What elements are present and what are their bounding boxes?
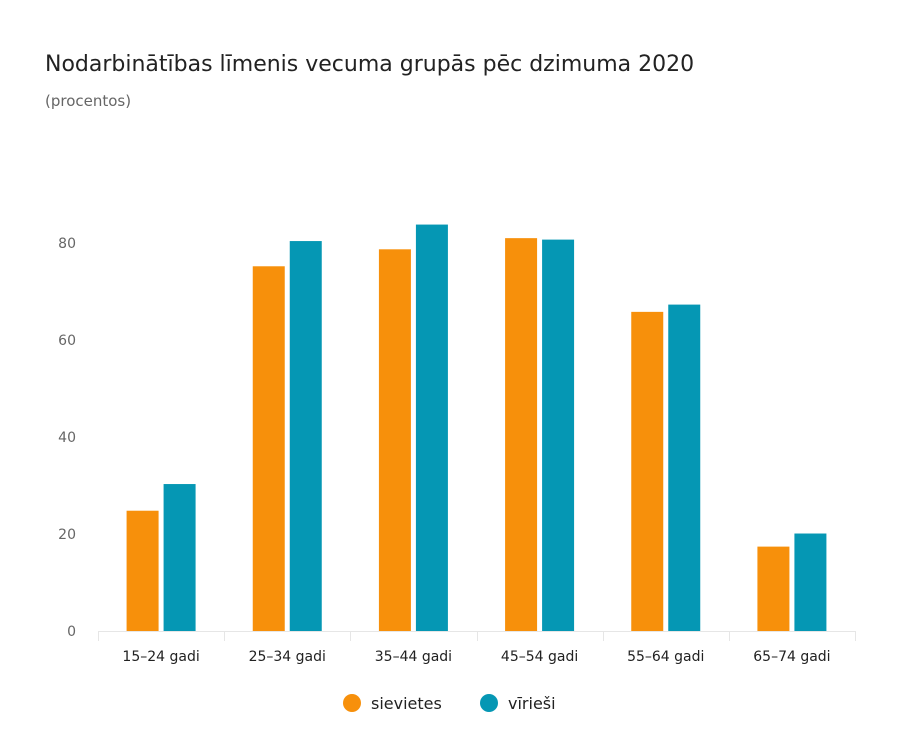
bar-sievietes-5[interactable] xyxy=(631,311,664,631)
bar-vīrieši-1[interactable] xyxy=(163,484,196,631)
bar-vīrieši-3[interactable] xyxy=(415,224,448,631)
legend[interactable]: sievietes vīrieši xyxy=(343,694,556,713)
x-tick-label: 25–34 gadi xyxy=(249,649,326,665)
x-tick-label: 35–44 gadi xyxy=(375,649,452,665)
y-tick-label: 80 xyxy=(58,236,76,252)
x-axis: 15–24 gadi 25–34 gadi 35–44 gadi 45–54 gadi… xyxy=(98,631,856,665)
chart-title: Nodarbinātības līmenis vecuma grupās pēc… xyxy=(45,52,695,77)
bar-sievietes-4[interactable] xyxy=(505,238,538,631)
bar-sievietes-2[interactable] xyxy=(252,266,285,631)
bar-vīrieši-2[interactable] xyxy=(289,241,322,631)
y-tick-label: 40 xyxy=(58,430,76,446)
y-axis: 0 20 40 60 80 xyxy=(58,236,76,640)
bar-vīrieši-6[interactable] xyxy=(794,533,827,631)
bar-vīrieši-4[interactable] xyxy=(542,239,575,632)
legend-item-vīrieši[interactable]: vīrieši xyxy=(480,694,556,713)
legend-item-sievietes[interactable]: sievietes xyxy=(343,694,442,713)
bars-group xyxy=(126,224,827,632)
bar-vīrieši-5[interactable] xyxy=(668,304,701,631)
legend-label: vīrieši xyxy=(508,694,556,713)
bar-sievietes-1[interactable] xyxy=(126,510,159,631)
bar-sievietes-3[interactable] xyxy=(378,249,411,631)
legend-marker xyxy=(343,694,361,712)
y-tick-label: 0 xyxy=(67,624,76,640)
x-tick-label: 55–64 gadi xyxy=(627,649,704,665)
legend-label: sievietes xyxy=(371,694,442,713)
y-tick-label: 60 xyxy=(58,333,76,349)
y-tick-label: 20 xyxy=(58,527,76,543)
x-tick-label: 45–54 gadi xyxy=(501,649,578,665)
x-tick-label: 15–24 gadi xyxy=(122,649,199,665)
bar-sievietes-6[interactable] xyxy=(757,546,790,631)
legend-marker xyxy=(480,694,498,712)
x-tick-label: 65–74 gadi xyxy=(753,649,830,665)
chart-subtitle: (procentos) xyxy=(45,92,132,110)
